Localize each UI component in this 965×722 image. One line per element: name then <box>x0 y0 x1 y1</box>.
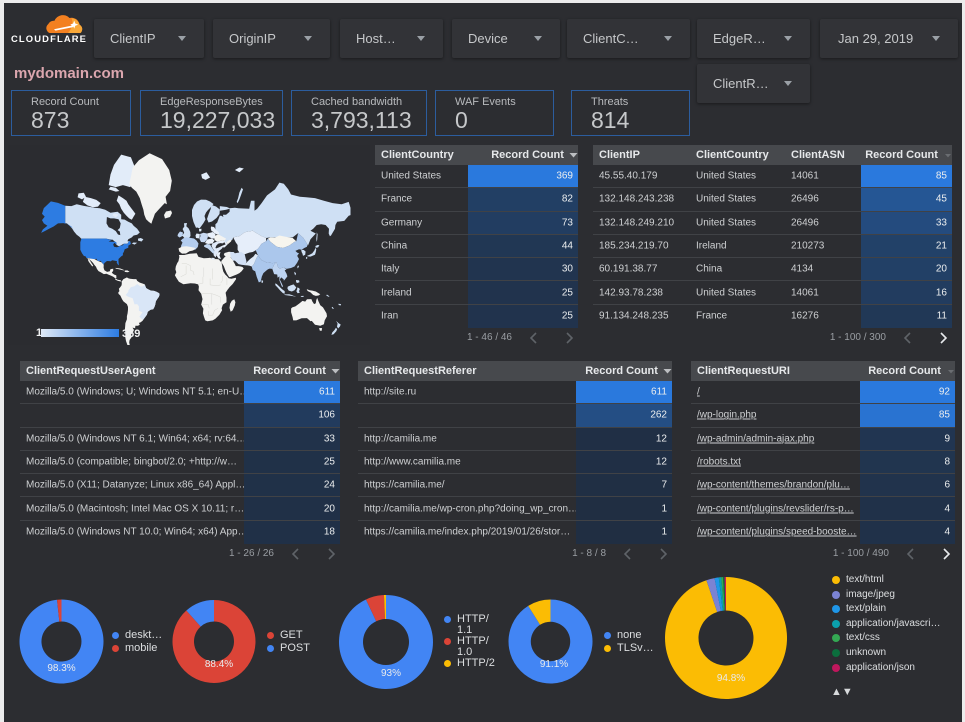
svg-text:1: 1 <box>36 327 42 339</box>
svg-text:369: 369 <box>122 328 140 340</box>
svg-text:CLOUDFLARE: CLOUDFLARE <box>11 33 87 44</box>
svg-text:98.3%: 98.3% <box>47 663 75 674</box>
svg-text:94.8%: 94.8% <box>717 673 745 684</box>
svg-text:91.1%: 91.1% <box>540 659 568 670</box>
svg-text:93%: 93% <box>381 668 401 679</box>
svg-text:88.4%: 88.4% <box>205 659 233 670</box>
